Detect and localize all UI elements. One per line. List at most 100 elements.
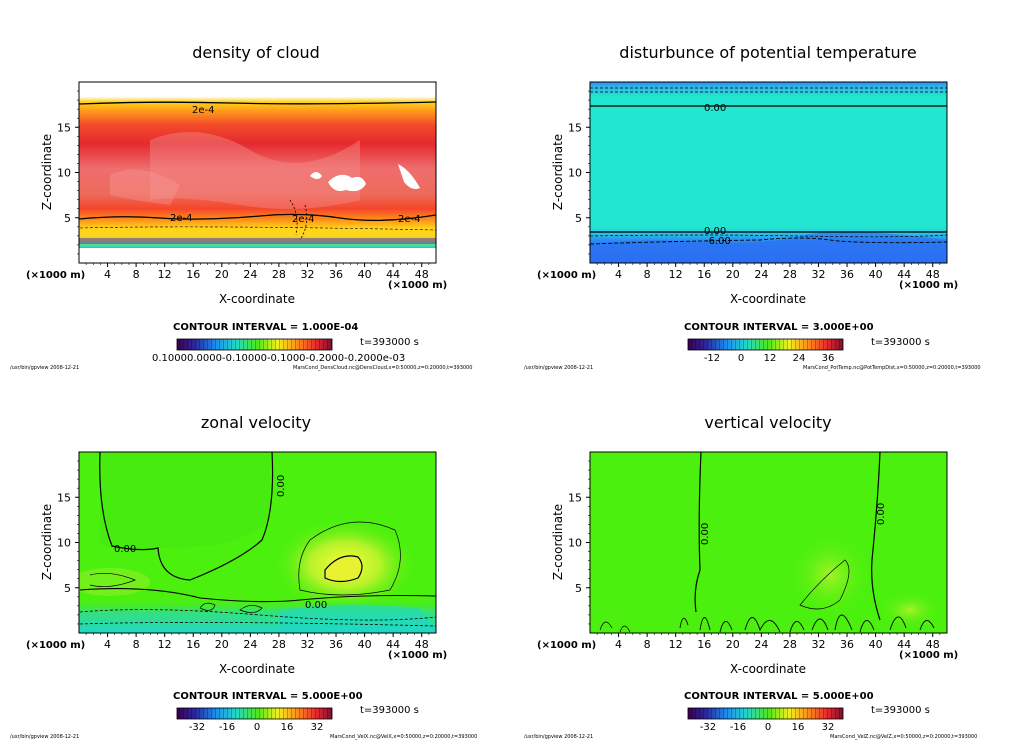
y-tick-label: 15 bbox=[568, 491, 582, 504]
footer-right: MarsCond_DensCloud.nc@DensCloud,x=0:5000… bbox=[293, 365, 472, 371]
x-tick-label: 8 bbox=[644, 638, 651, 651]
x-tick-label: 24 bbox=[243, 268, 257, 281]
contour-label: 2e-4 bbox=[292, 214, 315, 225]
x-tick-label: 32 bbox=[811, 268, 825, 281]
x-tick-label: 28 bbox=[783, 268, 797, 281]
y-tick-label: 5 bbox=[575, 212, 582, 225]
footer-left: /usr/bin/gpview 2008-12-21 bbox=[10, 365, 79, 371]
x-unit-right: (×1000 m) bbox=[388, 280, 447, 291]
x-axis-label: X-coordinate bbox=[730, 662, 806, 676]
footer-right: MarsCond_VelZ.nc@VelZ,x=0:50000,z=0:2000… bbox=[830, 734, 977, 740]
x-tick-label: 20 bbox=[215, 268, 229, 281]
colorbar-tick-labels: 0.10000.0000-0.10000-0.1000-0.2000-0.200… bbox=[152, 353, 405, 364]
contour-label: 0.00 bbox=[276, 475, 287, 497]
contour-label: 0.00 bbox=[700, 523, 711, 545]
time-label: t=393000 s bbox=[871, 337, 930, 348]
y-tick-label: 15 bbox=[568, 121, 582, 134]
y-tick-label: 15 bbox=[57, 491, 71, 504]
y-ticks: 5 10 15 bbox=[568, 460, 590, 625]
panel-title: zonal velocity bbox=[201, 413, 311, 432]
colorbar-tick-label: 24 bbox=[793, 353, 806, 364]
x-tick-label: 32 bbox=[811, 638, 825, 651]
y-tick-label: 15 bbox=[57, 121, 71, 134]
panel-title: vertical velocity bbox=[704, 413, 831, 432]
panel-title: density of cloud bbox=[192, 43, 320, 62]
x-tick-label: 16 bbox=[697, 638, 711, 651]
footer-left: /usr/bin/gpview 2008-12-21 bbox=[524, 365, 593, 371]
x-tick-label: 40 bbox=[358, 638, 372, 651]
contour-interval: CONTOUR INTERVAL = 3.000E+00 bbox=[684, 322, 874, 333]
x-tick-label: 8 bbox=[133, 268, 140, 281]
y-tick-label: 5 bbox=[575, 582, 582, 595]
panel-zonal-velocity: zonal velocity 0.00 0.00 0.00 4 8 12 16 20 24… bbox=[10, 413, 477, 740]
y-tick-label: 10 bbox=[57, 167, 71, 180]
x-tick-label: 36 bbox=[329, 638, 343, 651]
x-unit-right: (×1000 m) bbox=[899, 280, 958, 291]
x-ticks: 4 8 12 16 20 24 28 32 36 40 44 48 bbox=[596, 633, 941, 651]
x-tick-label: 40 bbox=[358, 268, 372, 281]
x-tick-label: 12 bbox=[669, 268, 683, 281]
x-tick-label: 12 bbox=[158, 638, 172, 651]
x-tick-label: 12 bbox=[158, 268, 172, 281]
colorbar-tick-label: 0 bbox=[738, 353, 744, 364]
x-tick-label: 4 bbox=[104, 268, 111, 281]
colorbar-tick-label: -16 bbox=[730, 722, 746, 733]
x-tick-label: 48 bbox=[926, 638, 940, 651]
colorbar-tick-label: 32 bbox=[311, 722, 324, 733]
x-axis-label: X-coordinate bbox=[219, 662, 295, 676]
x-tick-label: 12 bbox=[669, 638, 683, 651]
x-tick-label: 28 bbox=[783, 638, 797, 651]
x-tick-label: 28 bbox=[272, 638, 286, 651]
x-tick-label: 36 bbox=[329, 268, 343, 281]
x-unit-right: (×1000 m) bbox=[388, 650, 447, 661]
footer-right: MarsCond_PotTemp.nc@PotTempDist,x=0:5000… bbox=[803, 365, 981, 371]
x-tick-label: 44 bbox=[386, 638, 400, 651]
x-unit-left: (×1000 m) bbox=[537, 640, 596, 651]
x-ticks: 4 8 12 16 20 24 28 32 36 40 44 48 bbox=[85, 633, 430, 651]
y-tick-label: 10 bbox=[57, 537, 71, 550]
x-unit-right: (×1000 m) bbox=[899, 650, 958, 661]
x-axis-label: X-coordinate bbox=[219, 292, 295, 306]
colorbar-tick-label: 32 bbox=[822, 722, 835, 733]
x-unit-left: (×1000 m) bbox=[537, 270, 596, 281]
x-tick-label: 4 bbox=[615, 268, 622, 281]
x-tick-label: 48 bbox=[415, 268, 429, 281]
x-tick-label: 16 bbox=[697, 268, 711, 281]
colorbar-tick-label: 0 bbox=[765, 722, 771, 733]
x-unit-left: (×1000 m) bbox=[26, 640, 85, 651]
x-tick-label: 24 bbox=[754, 638, 768, 651]
y-tick-label: 5 bbox=[64, 582, 71, 595]
panel-title: disturbunce of potential temperature bbox=[619, 43, 916, 62]
y-ticks: 5 10 15 bbox=[568, 90, 590, 255]
colorbar-tick-label: 36 bbox=[822, 353, 835, 364]
heatmap-field bbox=[79, 82, 436, 263]
x-tick-label: 44 bbox=[897, 268, 911, 281]
heatmap-field bbox=[79, 452, 436, 633]
x-unit-left: (×1000 m) bbox=[26, 270, 85, 281]
x-tick-label: 28 bbox=[272, 268, 286, 281]
x-tick-label: 4 bbox=[104, 638, 111, 651]
colorbar-tick-label: -32 bbox=[700, 722, 716, 733]
y-axis-label: Z-coordinate bbox=[40, 134, 54, 210]
contour-label: 0.00 bbox=[876, 503, 887, 525]
colorbar-ticks: -32 -16 0 16 32 bbox=[189, 722, 324, 733]
contour-interval: CONTOUR INTERVAL = 5.000E+00 bbox=[173, 691, 363, 702]
contour-interval: CONTOUR INTERVAL = 5.000E+00 bbox=[684, 691, 874, 702]
contour-label: 2e-4 bbox=[398, 214, 421, 225]
time-label: t=393000 s bbox=[360, 337, 419, 348]
heatmap-field bbox=[590, 82, 947, 263]
x-tick-label: 8 bbox=[644, 268, 651, 281]
panel-potential-temperature: disturbunce of potential temperature 0.0… bbox=[524, 43, 981, 371]
x-tick-label: 32 bbox=[300, 638, 314, 651]
x-tick-label: 44 bbox=[897, 638, 911, 651]
contour-label: -6.00 bbox=[705, 236, 731, 247]
colorbar-tick-label: -32 bbox=[189, 722, 205, 733]
x-tick-label: 44 bbox=[386, 268, 400, 281]
colorbar-tick-label: 12 bbox=[764, 353, 777, 364]
contour-label: 2e-4 bbox=[170, 213, 193, 224]
x-tick-label: 20 bbox=[726, 268, 740, 281]
footer-right: MarsCond_VelX.nc@VelX,x=0:50000,z=0:2000… bbox=[330, 734, 477, 740]
colorbar-tick-label: 0 bbox=[254, 722, 260, 733]
x-tick-label: 40 bbox=[869, 268, 883, 281]
